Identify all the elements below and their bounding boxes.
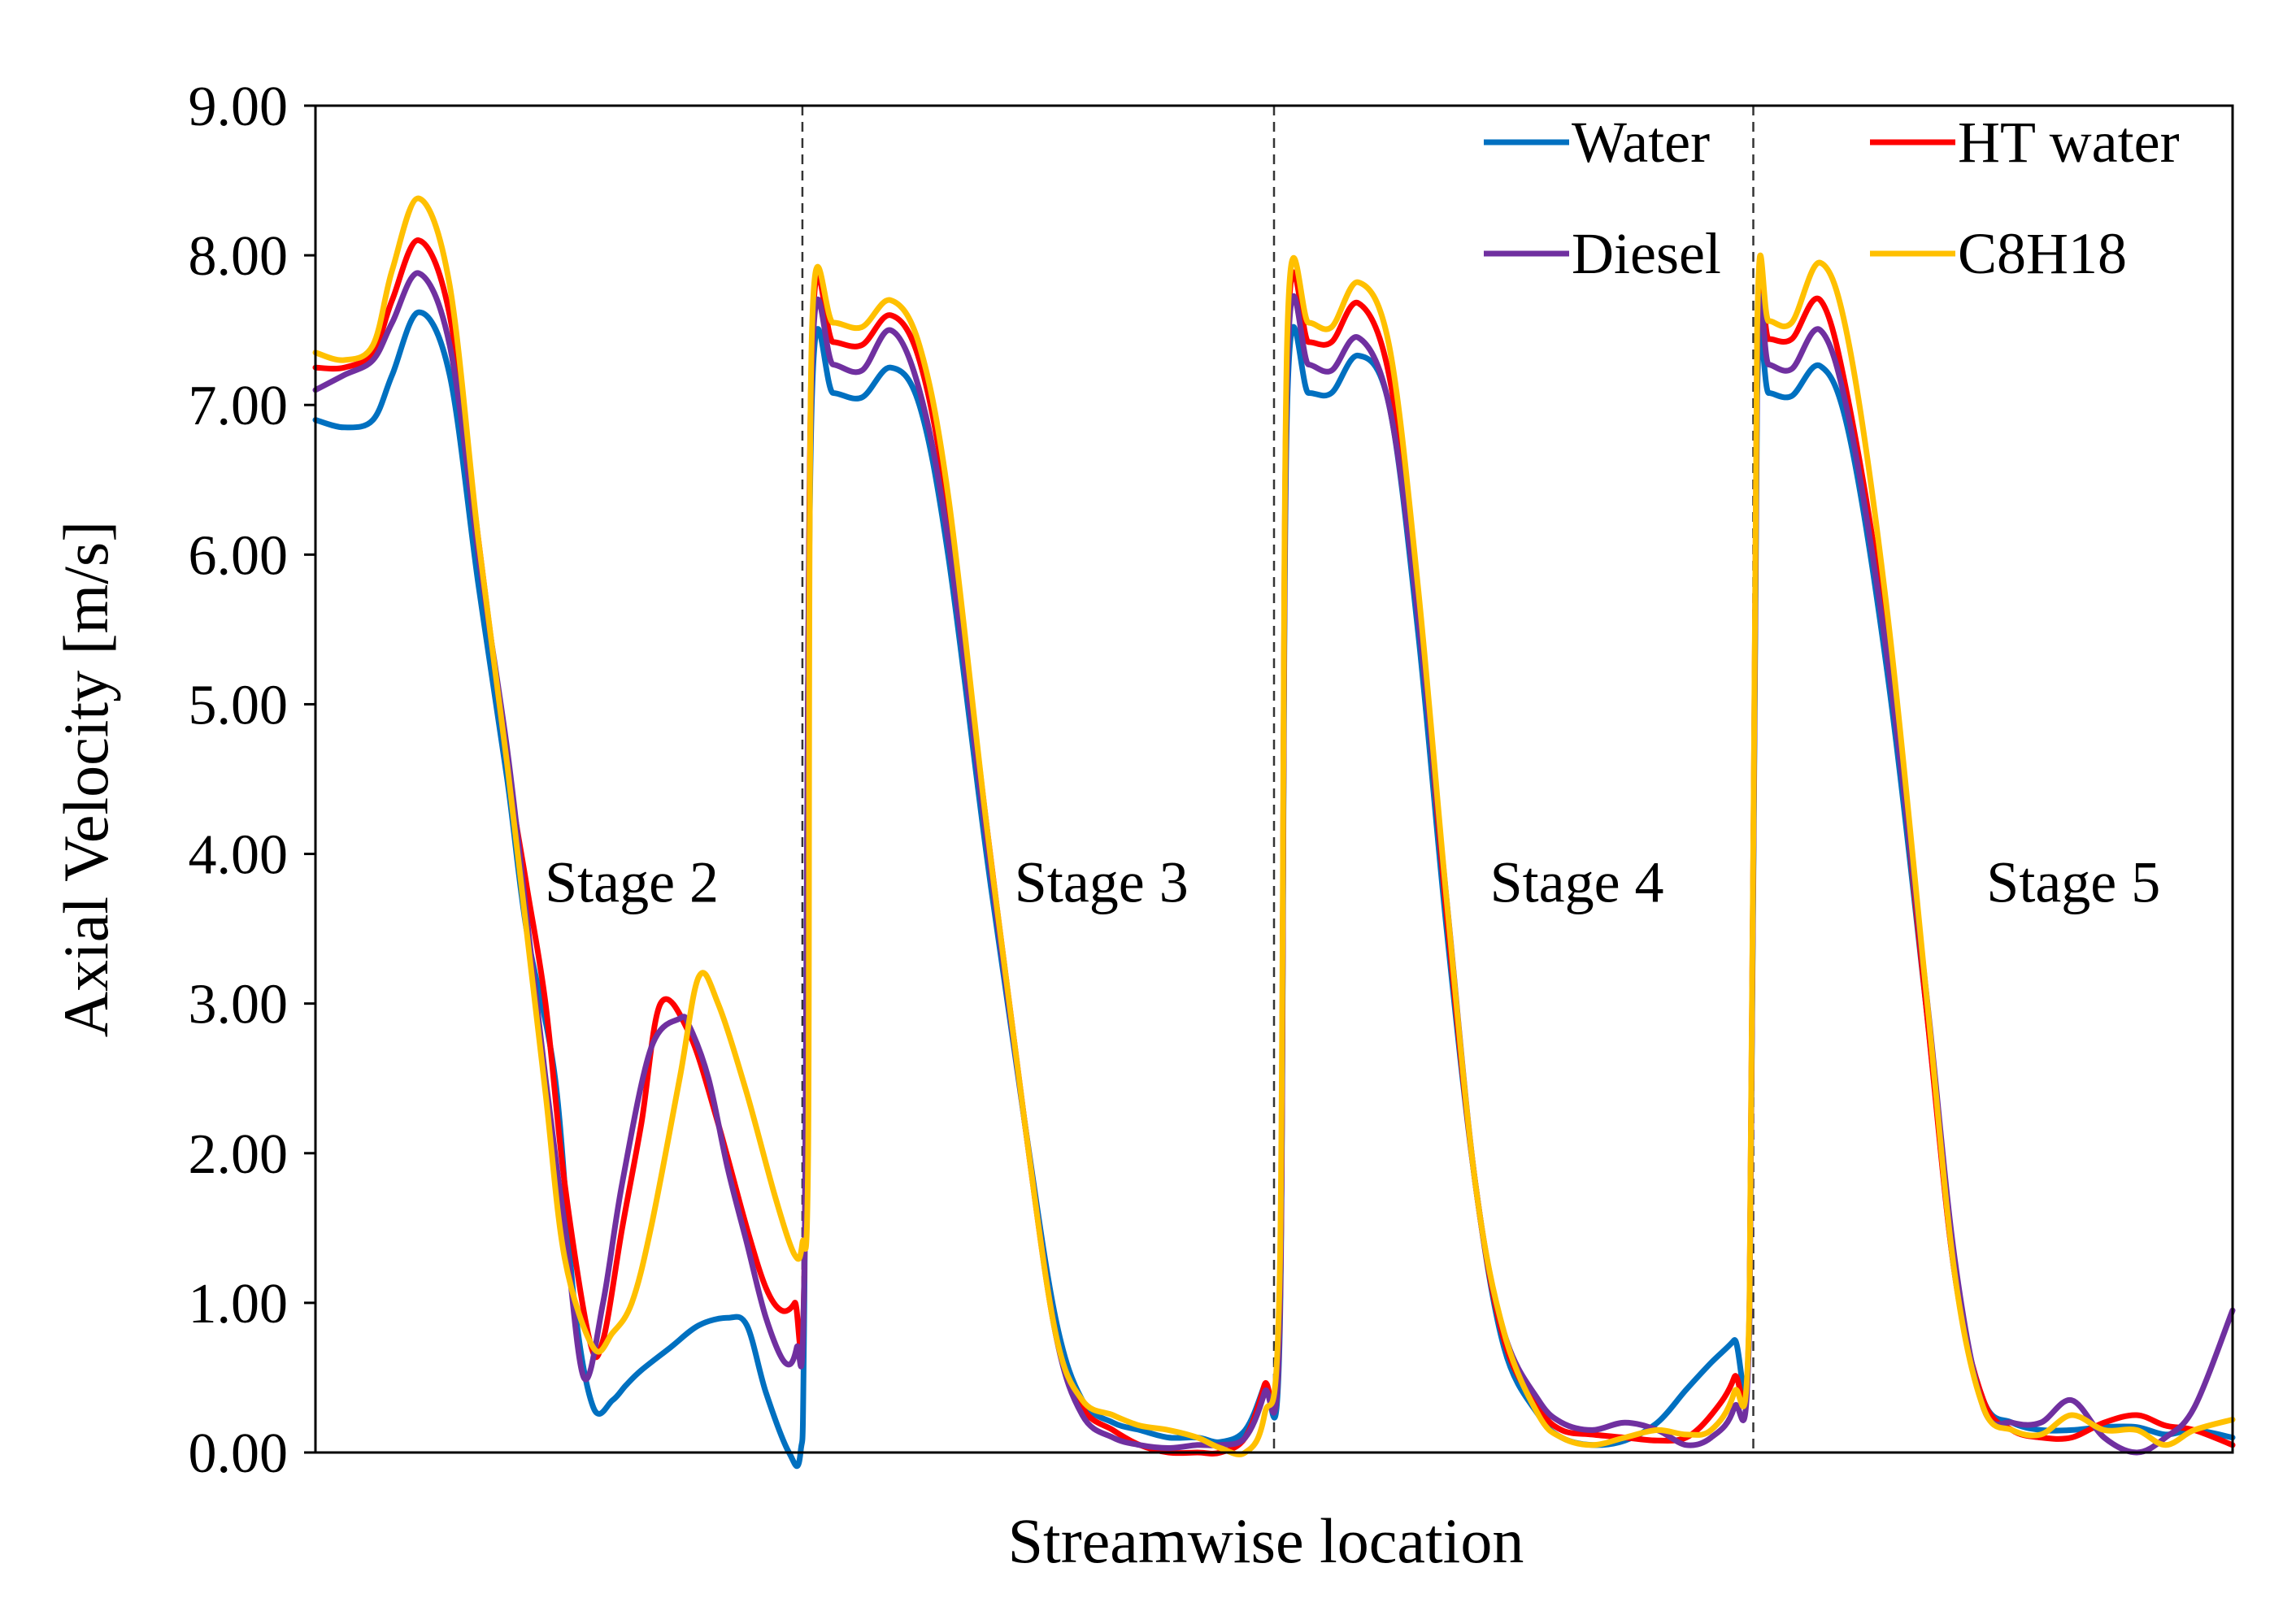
y-tick-label: 0.00 <box>189 1422 289 1485</box>
series-line-diesel <box>312 270 2236 1456</box>
y-tick-label: 3.00 <box>189 974 289 1036</box>
y-tick-label: 1.00 <box>189 1273 289 1335</box>
x-axis-title: Streamwise location <box>1008 1505 1524 1576</box>
y-tick-label: 6.00 <box>189 524 289 587</box>
legend-label: C8H18 <box>1958 221 2127 286</box>
legend-label: Water <box>1572 110 1710 175</box>
y-tick-label: 2.00 <box>189 1123 289 1186</box>
y-axis-ticks: 0.00 1.00 2.00 3.00 4.00 5.00 6.00 7.00 8.00 9.00 <box>189 76 315 1485</box>
stage-label: Stage 2 <box>545 849 719 914</box>
y-tick-label: 8.00 <box>189 225 289 288</box>
series-line-ht-water <box>312 237 2236 1457</box>
series-line-c8h18 <box>312 195 2236 1457</box>
y-tick-label: 9.00 <box>189 76 289 138</box>
stage-label: Stage 3 <box>1015 849 1189 914</box>
y-tick-label: 5.00 <box>189 674 289 736</box>
plot-area-frame <box>314 104 2234 1454</box>
legend-label: HT water <box>1958 110 2180 175</box>
stage-label: Stage 4 <box>1490 849 1664 914</box>
legend: Water HT water Diesel C8H18 <box>1484 110 2180 286</box>
y-tick-label: 4.00 <box>189 824 289 887</box>
y-tick-label: 7.00 <box>189 375 289 437</box>
series-lines <box>312 195 2236 1470</box>
stage-label: Stage 5 <box>1986 849 2160 914</box>
stage-labels: Stage 2 Stage 3 Stage 4 Stage 5 <box>545 849 2160 914</box>
legend-label: Diesel <box>1572 221 1721 286</box>
y-axis-title: Axial Velocity [m/s] <box>50 521 121 1037</box>
